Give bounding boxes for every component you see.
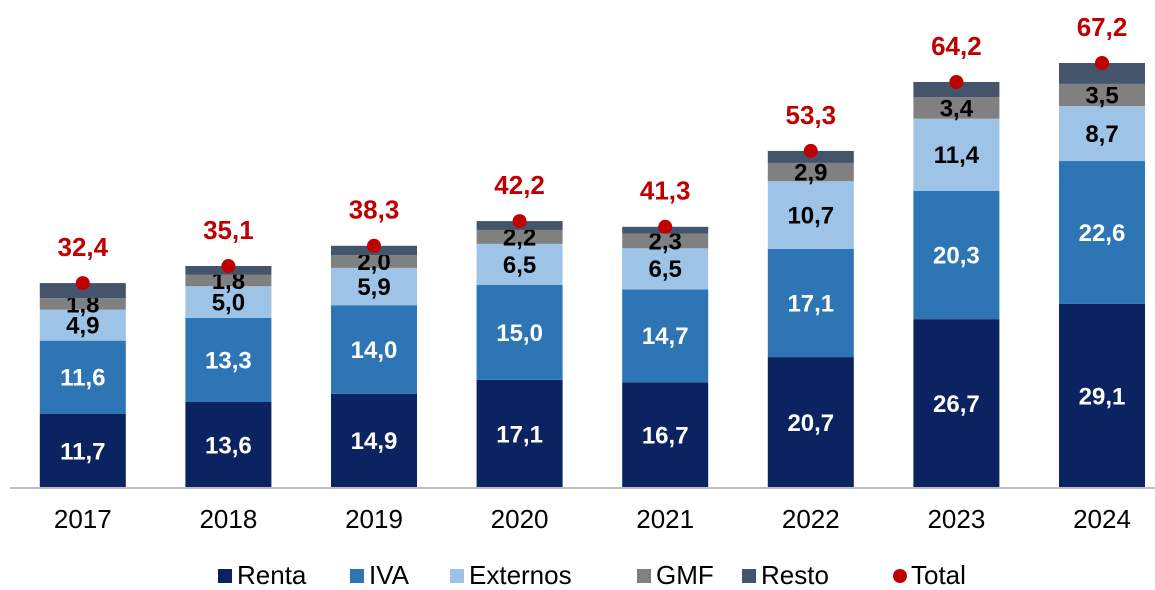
value-label: 6,5 (503, 252, 536, 279)
value-label: 3,4 (940, 95, 974, 122)
total-marker (512, 214, 527, 229)
legend-label: Externos (469, 560, 572, 590)
total-marker (221, 259, 236, 274)
x-tick-label: 2019 (345, 504, 403, 534)
legend-swatch (350, 569, 364, 583)
value-label: 15,0 (496, 320, 543, 347)
bar-segment (1059, 83, 1145, 107)
legend-swatch (893, 569, 907, 583)
value-label: 5,0 (212, 289, 245, 316)
bar-segment (331, 393, 417, 488)
bar-segment (767, 181, 854, 249)
total-label: 67,2 (1077, 12, 1128, 42)
bar-segment (1059, 106, 1145, 162)
legend-label: Renta (237, 560, 307, 590)
value-label: 6,5 (649, 256, 682, 283)
value-label: 14,0 (351, 337, 398, 364)
bar-segment (1059, 161, 1145, 304)
x-tick-label: 2018 (199, 504, 257, 534)
bar-segment (913, 97, 1000, 119)
bar-segment (476, 284, 563, 380)
bar-segment (185, 286, 272, 318)
bar-segment (185, 317, 272, 402)
value-label: 20,3 (933, 242, 980, 269)
legend-label: IVA (369, 560, 410, 590)
bar-segment (39, 309, 126, 341)
value-label: 17,1 (496, 421, 543, 448)
value-label: 22,6 (1079, 220, 1126, 247)
legend-swatch (450, 569, 464, 583)
value-label: 17,1 (787, 290, 834, 317)
bar-segment (913, 319, 1000, 488)
bar-segment (913, 81, 1000, 98)
total-label: 41,3 (640, 176, 691, 206)
bar-segment (1059, 303, 1145, 488)
x-tick-label: 2024 (1073, 504, 1131, 534)
bar-segment (39, 340, 126, 415)
bar-segment (767, 248, 854, 358)
x-tick-label: 2021 (636, 504, 694, 534)
total-marker (803, 143, 818, 158)
legend-label: GMF (656, 560, 714, 590)
value-label: 13,6 (205, 432, 252, 459)
legend-swatch (742, 569, 756, 583)
value-label: 13,3 (205, 347, 252, 374)
bar-segment (767, 357, 854, 488)
value-label: 5,9 (357, 274, 390, 301)
bar-segment (476, 379, 563, 488)
legend-swatch (218, 569, 232, 583)
legend-label: Resto (761, 560, 829, 590)
x-tick-label: 2020 (491, 504, 549, 534)
bar-segment (39, 298, 126, 310)
total-marker (75, 276, 90, 291)
bar-segment (39, 283, 126, 299)
value-label: 10,7 (787, 202, 834, 229)
bar-segment (913, 118, 1000, 191)
value-label: 26,7 (933, 391, 980, 418)
bar-segment (622, 382, 709, 488)
x-tick-label: 2023 (927, 504, 985, 534)
total-marker (1095, 56, 1109, 71)
bar-segment (39, 414, 126, 488)
bar-segment (476, 229, 563, 244)
bar-segment (767, 162, 854, 182)
total-label: 42,2 (494, 170, 545, 200)
bar-segment (913, 190, 1000, 320)
total-label: 35,1 (203, 215, 254, 245)
value-label: 11,6 (60, 365, 105, 392)
total-marker (949, 74, 964, 89)
value-label: 14,7 (642, 323, 689, 350)
total-label: 38,3 (349, 195, 400, 225)
bar-segment (622, 233, 709, 249)
bar-segment (476, 243, 563, 285)
total-label: 32,4 (57, 232, 108, 262)
x-tick-label: 2017 (54, 504, 112, 534)
bar-segment (185, 401, 272, 488)
bar-segment (185, 274, 272, 287)
total-marker (367, 238, 381, 253)
value-label: 16,7 (642, 423, 689, 450)
value-label: 4,9 (66, 312, 99, 339)
value-label: 2,9 (794, 159, 827, 186)
bar-segment (622, 289, 709, 383)
value-label: 11,7 (60, 438, 105, 465)
total-label: 64,2 (931, 31, 982, 61)
value-label: 8,7 (1085, 121, 1118, 148)
value-label: 3,5 (1085, 82, 1118, 109)
bar-segment (1059, 63, 1145, 84)
bar-segment (331, 305, 417, 394)
value-label: 14,9 (351, 428, 398, 455)
value-label: 29,1 (1079, 383, 1126, 410)
value-label: 20,7 (787, 410, 834, 437)
bar-segment (622, 248, 709, 290)
x-tick-label: 2022 (782, 504, 840, 534)
value-label: 11,4 (934, 142, 980, 169)
total-label: 53,3 (785, 100, 836, 130)
legend-label: Total (911, 560, 966, 590)
legend-swatch (637, 569, 651, 583)
bar-segment (331, 267, 417, 306)
total-marker (658, 219, 673, 234)
bar-segment (331, 255, 417, 268)
